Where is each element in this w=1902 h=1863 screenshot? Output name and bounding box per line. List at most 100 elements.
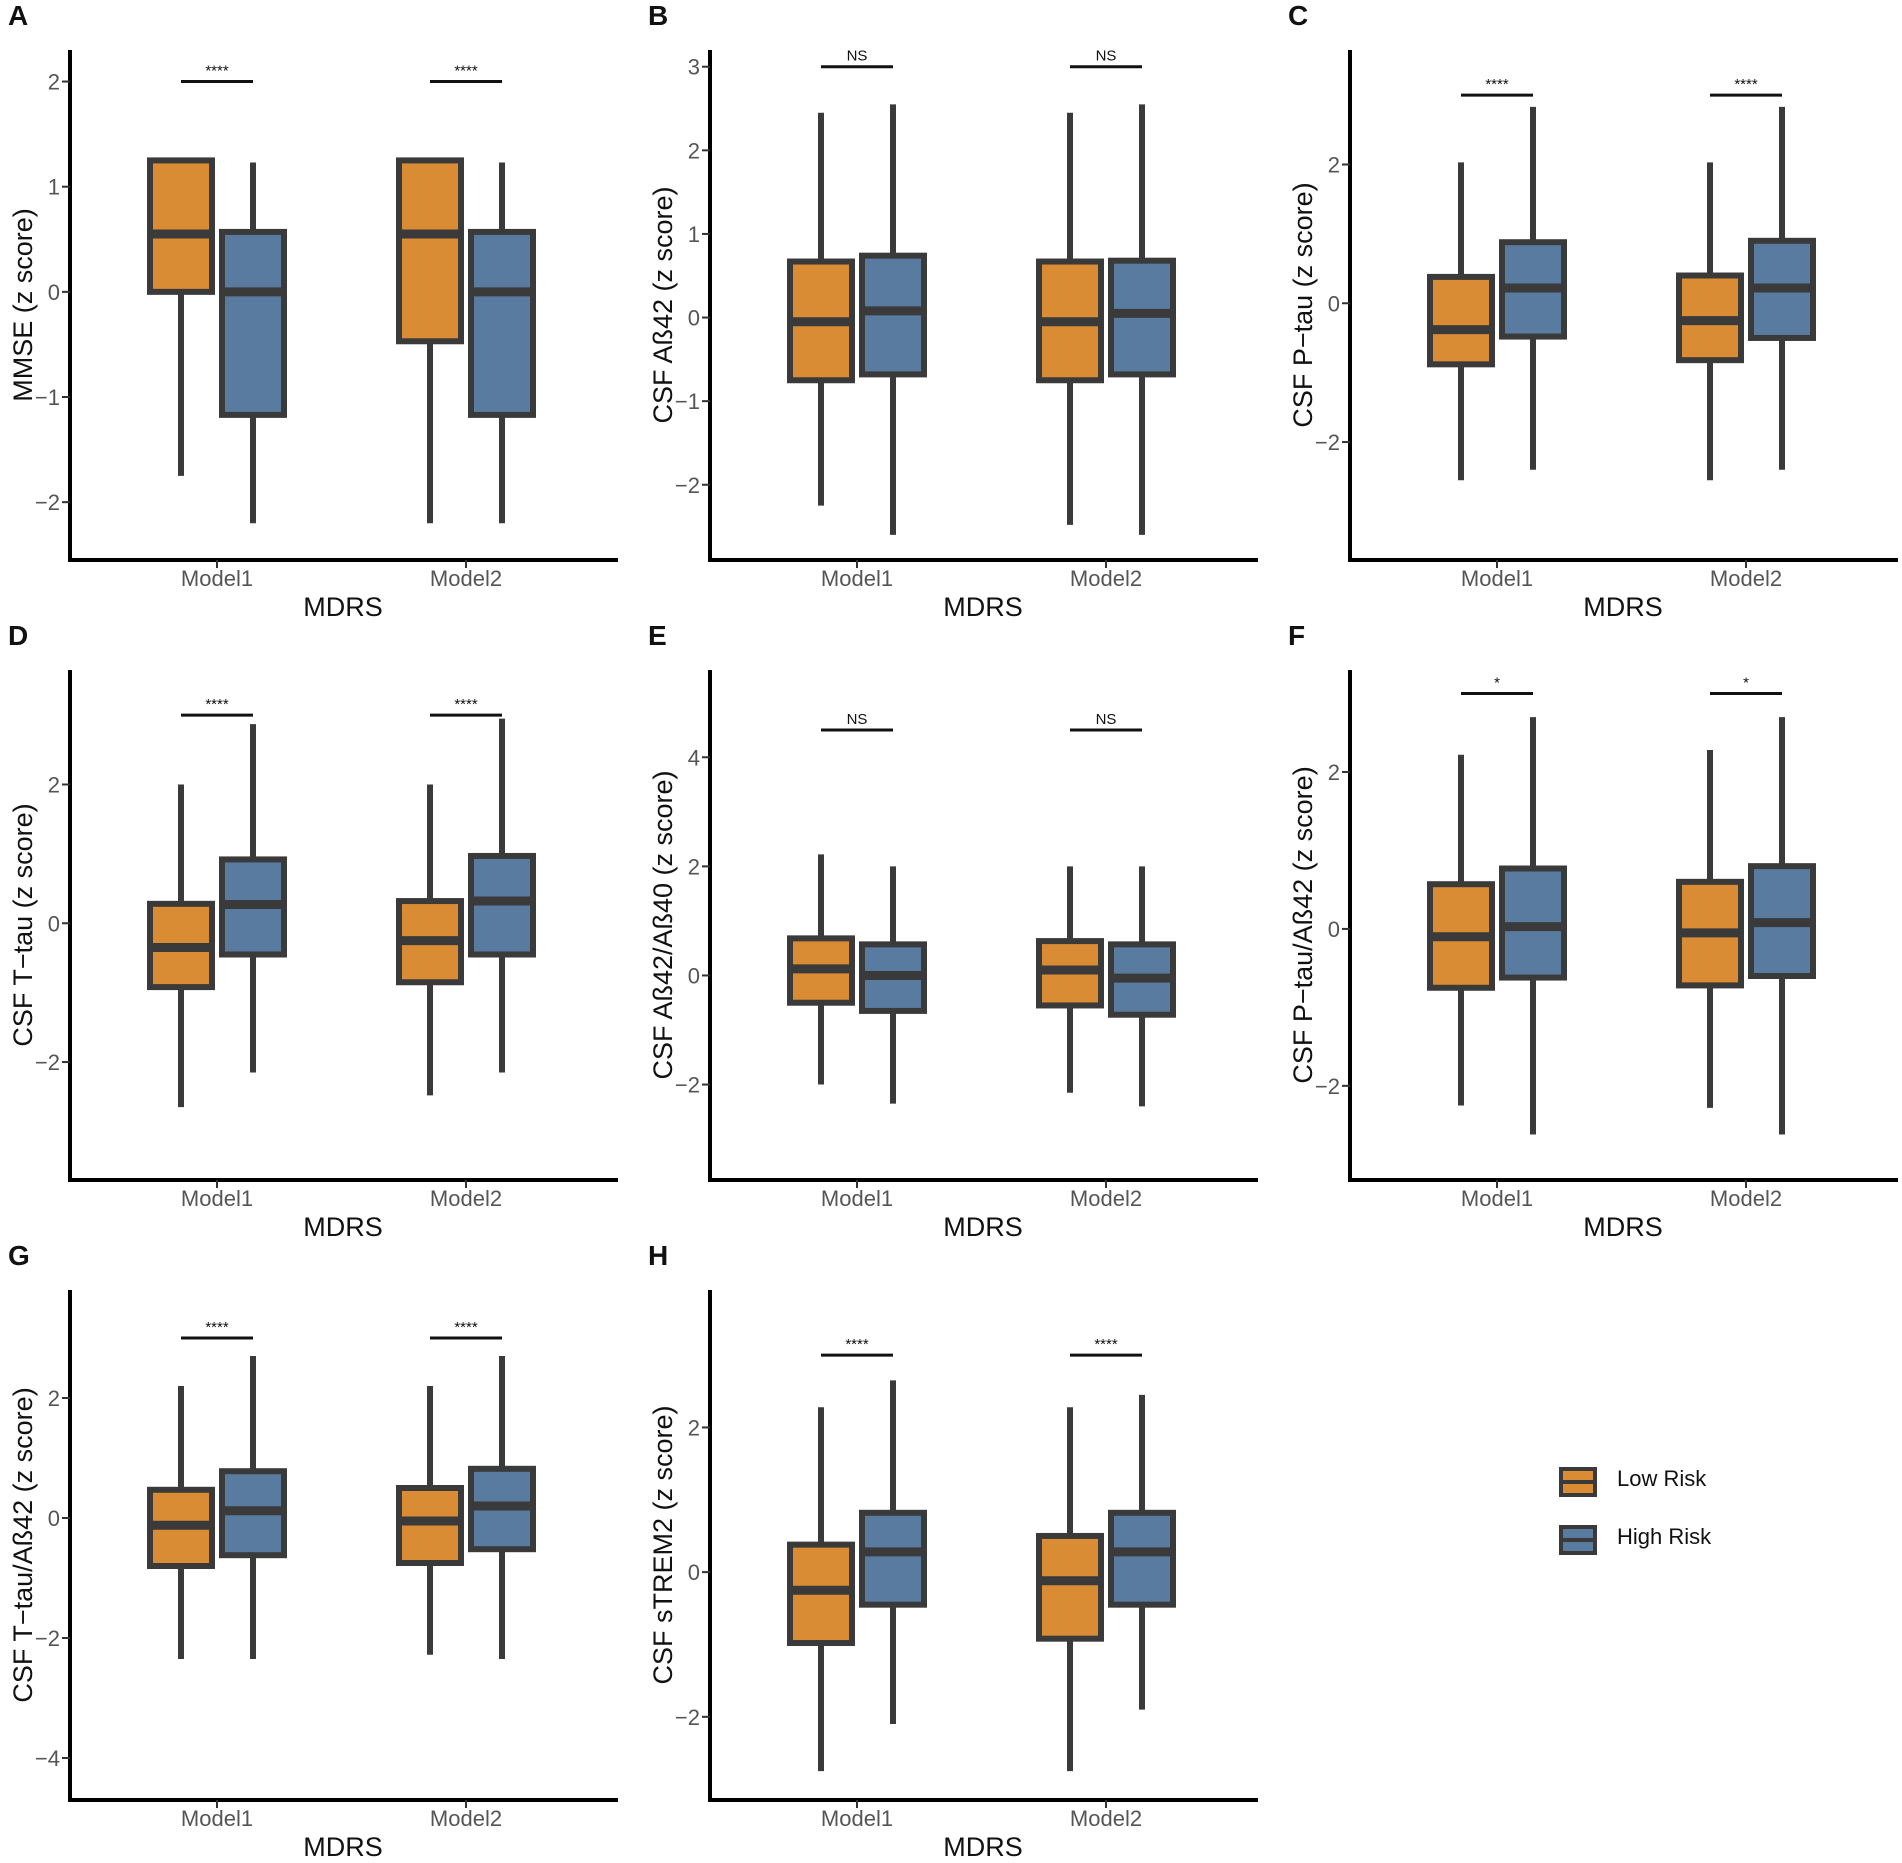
significance-label: ****	[205, 63, 229, 80]
high-risk-box	[1748, 717, 1816, 1135]
y-tick-label: −1	[675, 389, 700, 414]
y-axis-title: CSF T−tau (z score)	[8, 803, 38, 1046]
x-axis-title: MDRS	[303, 1212, 383, 1242]
high-risk-box	[1499, 106, 1567, 470]
box	[468, 228, 536, 418]
x-axis-title: MDRS	[943, 592, 1023, 622]
x-tick-label: Model1	[181, 566, 253, 591]
box	[859, 1509, 927, 1608]
panel-label: F	[1288, 620, 1306, 651]
legend-key-high-risk	[1555, 1519, 1599, 1555]
panel-e: E 4 2 0 −2 CSF Aß42/Aß40 (z score) Model1 Model…	[640, 620, 1280, 1242]
panel-a: A 2 1 0 −1 −2 MMSE (z score) Model1 Model2 MDRS **…	[0, 0, 640, 622]
y-tick-label: 3	[688, 55, 700, 80]
low-risk-box	[396, 1386, 464, 1655]
significance-label: NS	[1096, 48, 1117, 65]
x-tick-label: Model2	[1710, 1186, 1782, 1211]
box	[147, 157, 215, 295]
panel-label: E	[648, 620, 667, 651]
low-risk-box	[1676, 162, 1744, 481]
y-tick-label: −1	[35, 385, 60, 410]
legend-item-high-risk: High Risk	[1555, 1508, 1711, 1566]
y-tick-label: 2	[688, 1415, 700, 1440]
y-tick-label: 4	[688, 745, 700, 770]
legend-item-low-risk: Low Risk	[1555, 1450, 1711, 1508]
x-tick-label: Model2	[1070, 566, 1142, 591]
high-risk-box	[468, 1356, 536, 1659]
x-tick-label: Model2	[1070, 1186, 1142, 1211]
significance-label: ****	[845, 1336, 869, 1353]
low-risk-box	[147, 1386, 215, 1659]
y-tick-label: 0	[1328, 291, 1340, 316]
y-tick-label: −2	[1315, 1074, 1340, 1099]
boxplot-chart: 3 2 1 0 −1 −2 CSF Aß42 (z score) Model1 Model2 MD…	[648, 48, 1258, 622]
high-risk-box	[859, 1380, 927, 1725]
y-tick-label: 2	[1328, 152, 1340, 177]
significance-label: NS	[847, 711, 868, 728]
panel-label: A	[8, 0, 29, 31]
low-risk-box	[1036, 1407, 1104, 1772]
panel-label: G	[8, 1240, 30, 1271]
high-risk-box	[468, 162, 536, 524]
low-risk-box	[147, 784, 215, 1108]
panel-h: H 2 0 −2 CSF sTREM2 (z score) Model1 Model2 MDR…	[640, 1240, 1280, 1862]
boxplot-chart: 2 0 −2 CSF P−tau (z score) Model1 Model2 MDRS *…	[1288, 50, 1898, 622]
legend-label-low-risk: Low Risk	[1617, 1466, 1707, 1491]
panel-f: F 2 0 −2 CSF P−tau/Aß42 (z score) Model1 Model…	[1280, 620, 1902, 1242]
y-tick-label: −2	[675, 473, 700, 498]
x-tick-label: Model2	[430, 1806, 502, 1831]
boxplot-chart: 2 0 −2 CSF T−tau (z score) Model1 Model2 MDRS *…	[8, 670, 618, 1242]
high-risk-box	[1108, 1394, 1176, 1710]
x-tick-label: Model2	[1070, 1806, 1142, 1831]
y-tick-label: −2	[1315, 430, 1340, 455]
high-risk-box	[219, 724, 287, 1073]
high-risk-box	[219, 162, 287, 524]
significance-label: *	[1494, 675, 1500, 692]
y-tick-label: 2	[1328, 760, 1340, 785]
box	[1427, 273, 1495, 368]
y-axis-title: CSF sTREM2 (z score)	[648, 1405, 678, 1684]
low-risk-box	[787, 112, 855, 506]
panel-label: H	[648, 1240, 669, 1271]
x-tick-label: Model1	[821, 1806, 893, 1831]
panel-label: C	[1288, 0, 1309, 31]
significance-label: *	[1743, 675, 1749, 692]
significance-label: ****	[454, 1319, 478, 1336]
y-tick-label: 2	[48, 772, 60, 797]
x-tick-label: Model2	[1710, 566, 1782, 591]
low-risk-box	[1036, 866, 1104, 1093]
panel-d: D 2 0 −2 CSF T−tau (z score) Model1 Model2 MDRS…	[0, 620, 640, 1242]
y-axis-title: CSF P−tau (z score)	[1288, 182, 1318, 427]
x-axis-title: MDRS	[1583, 1212, 1663, 1242]
significance-label: ****	[1485, 76, 1509, 93]
high-risk-box	[1748, 106, 1816, 470]
boxplot-chart: 2 1 0 −1 −2 MMSE (z score) Model1 Model2 MDRS ***…	[8, 50, 618, 622]
significance-label: ****	[1734, 76, 1758, 93]
high-risk-box	[468, 718, 536, 1073]
y-tick-label: −2	[35, 490, 60, 515]
box	[1108, 1509, 1176, 1608]
x-tick-label: Model2	[430, 566, 502, 591]
x-tick-label: Model1	[181, 1806, 253, 1831]
x-axis-title: MDRS	[303, 1832, 383, 1862]
significance-label: NS	[1096, 711, 1117, 728]
box	[1036, 1532, 1104, 1642]
y-tick-label: −2	[35, 1626, 60, 1651]
x-axis-title: MDRS	[1583, 592, 1663, 622]
y-tick-label: 2	[48, 70, 60, 95]
significance-label: ****	[205, 696, 229, 713]
y-tick-label: 0	[688, 306, 700, 331]
y-tick-label: 0	[48, 280, 60, 305]
y-tick-label: 1	[688, 222, 700, 247]
y-axis-title: CSF P−tau/Aß42 (z score)	[1288, 766, 1318, 1083]
panel-b: B 3 2 1 0 −1 −2 CSF Aß42 (z score) Model1 Model2 M…	[640, 0, 1280, 622]
high-risk-box	[859, 866, 927, 1104]
low-risk-box	[1427, 754, 1495, 1106]
low-risk-box	[396, 157, 464, 524]
panel-label: D	[8, 620, 29, 651]
x-tick-label: Model1	[1461, 566, 1533, 591]
high-risk-box	[1108, 866, 1176, 1107]
x-tick-label: Model1	[821, 566, 893, 591]
y-tick-label: 2	[688, 854, 700, 879]
